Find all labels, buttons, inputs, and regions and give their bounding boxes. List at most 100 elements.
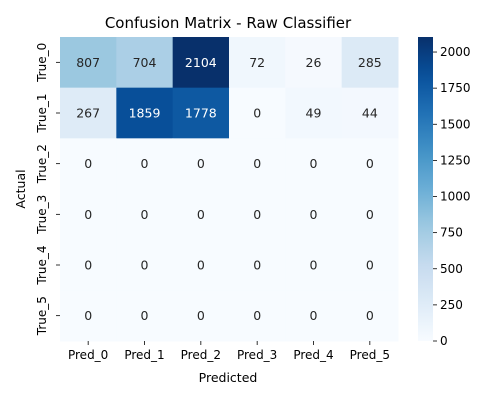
cell-value-label: 0	[141, 308, 149, 323]
heatmap-cell	[172, 87, 230, 139]
heatmap-cell	[285, 138, 343, 190]
cell-value-label: 0	[84, 258, 92, 273]
heatmap-cell	[229, 290, 286, 342]
heatmap-cell	[60, 239, 117, 291]
x-axis-label: Predicted	[199, 370, 258, 385]
y-tick-label: True_3	[35, 195, 49, 235]
cell-value-label: 0	[366, 207, 374, 222]
x-tick-label: Pred_2	[181, 348, 221, 362]
colorbar-tick-label: 1250	[440, 153, 471, 167]
heatmap-cell	[60, 290, 117, 342]
colorbar-tick-label: 1000	[440, 190, 471, 204]
cell-value-label: 0	[84, 308, 92, 323]
cell-value-label: 285	[358, 55, 382, 70]
colorbar-gradient	[418, 37, 433, 341]
heatmap-cell	[285, 189, 343, 241]
cell-value-label: 26	[306, 55, 322, 70]
cell-value-label: 267	[76, 106, 100, 121]
cell-value-label: 49	[306, 106, 322, 121]
heatmap-cell	[229, 239, 286, 291]
y-tick-label: True_2	[35, 144, 49, 184]
heatmap-cell	[341, 189, 399, 241]
y-tick-labels: True_0 True_1 True_2 True_3 True_4 True_5	[35, 43, 60, 336]
cell-value-label: 0	[197, 207, 205, 222]
heatmap-cell	[341, 87, 399, 139]
heatmap-cell	[172, 138, 230, 190]
colorbar-tick-label: 1750	[440, 81, 471, 95]
colorbar-tick-label: 2000	[440, 45, 471, 59]
heatmap-cell	[229, 189, 286, 241]
heatmap-cell	[285, 290, 343, 342]
x-tick-label: Pred_1	[124, 348, 164, 362]
heatmap-cell	[285, 87, 343, 139]
cell-value-label: 72	[249, 55, 265, 70]
cell-value-label: 0	[366, 308, 374, 323]
cell-value-label: 0	[310, 156, 318, 171]
heatmap-cell	[60, 37, 117, 89]
x-tick-label: Pred_4	[293, 348, 333, 362]
y-tick-label: True_1	[35, 93, 49, 133]
cell-value-label: 1778	[185, 106, 217, 121]
colorbar-tick-label: 250	[440, 298, 463, 312]
cell-value-label: 1859	[129, 106, 161, 121]
heatmap-cell	[60, 138, 117, 190]
heatmap-cell	[229, 138, 286, 190]
heatmap-cell	[172, 239, 230, 291]
heatmap-cells: 807 704 2104 72 26 285 267 1859 1778 0 49 44 0 0 0 0 0 0 0…	[60, 37, 399, 342]
x-tick-label: Pred_0	[68, 348, 108, 362]
cell-value-label: 0	[253, 207, 261, 222]
heatmap-cell	[116, 138, 174, 190]
colorbar-tick-label: 500	[440, 262, 463, 276]
cell-value-label: 0	[310, 308, 318, 323]
cell-value-label: 0	[84, 207, 92, 222]
heatmap-cell	[60, 87, 117, 139]
heatmap-cell	[116, 239, 174, 291]
y-tick-label: True_5	[35, 296, 49, 336]
heatmap-cell	[60, 189, 117, 241]
heatmap-cell	[285, 239, 343, 291]
cell-value-label: 0	[197, 258, 205, 273]
cell-value-label: 0	[253, 308, 261, 323]
cell-value-label: 0	[253, 156, 261, 171]
chart-title: Confusion Matrix - Raw Classifier	[105, 14, 352, 32]
cell-value-label: 0	[141, 258, 149, 273]
heatmap-cell	[229, 37, 286, 89]
heatmap-cell	[116, 290, 174, 342]
heatmap-cell	[341, 290, 399, 342]
colorbar: 0 250 500 750 1000 1250 1500 1750 2000	[418, 37, 471, 348]
heatmap-cell	[341, 37, 399, 89]
cell-value-label: 0	[366, 258, 374, 273]
heatmap-cell	[341, 138, 399, 190]
cell-value-label: 44	[362, 106, 378, 121]
heatmap-cell	[172, 189, 230, 241]
heatmap-cell	[116, 189, 174, 241]
cell-value-label: 0	[141, 207, 149, 222]
y-axis-label: Actual	[13, 169, 28, 208]
x-tick-labels: Pred_0 Pred_1 Pred_2 Pred_3 Pred_4 Pred_5	[68, 341, 390, 362]
cell-value-label: 0	[197, 156, 205, 171]
heatmap-cell	[172, 290, 230, 342]
cell-value-label: 0	[197, 308, 205, 323]
cell-value-label: 807	[76, 55, 100, 70]
heatmap-cell	[172, 37, 230, 89]
colorbar-tick-label: 0	[440, 334, 448, 348]
cell-value-label: 0	[253, 106, 261, 121]
x-tick-label: Pred_3	[237, 348, 277, 362]
heatmap-cell	[116, 37, 174, 89]
heatmap-cell	[341, 239, 399, 291]
cell-value-label: 0	[366, 156, 374, 171]
heatmap-cell	[116, 87, 174, 139]
cell-value-label: 0	[253, 258, 261, 273]
cell-value-label: 0	[141, 156, 149, 171]
heatmap-cell	[229, 87, 286, 139]
y-tick-label: True_0	[35, 43, 49, 83]
colorbar-tick-label: 750	[440, 226, 463, 240]
colorbar-tick-label: 1500	[440, 117, 471, 131]
x-tick-label: Pred_5	[350, 348, 390, 362]
cell-value-label: 0	[310, 207, 318, 222]
heatmap-cell	[285, 37, 343, 89]
cell-value-label: 704	[133, 55, 157, 70]
y-tick-label: True_4	[35, 245, 49, 285]
cell-value-label: 0	[310, 258, 318, 273]
